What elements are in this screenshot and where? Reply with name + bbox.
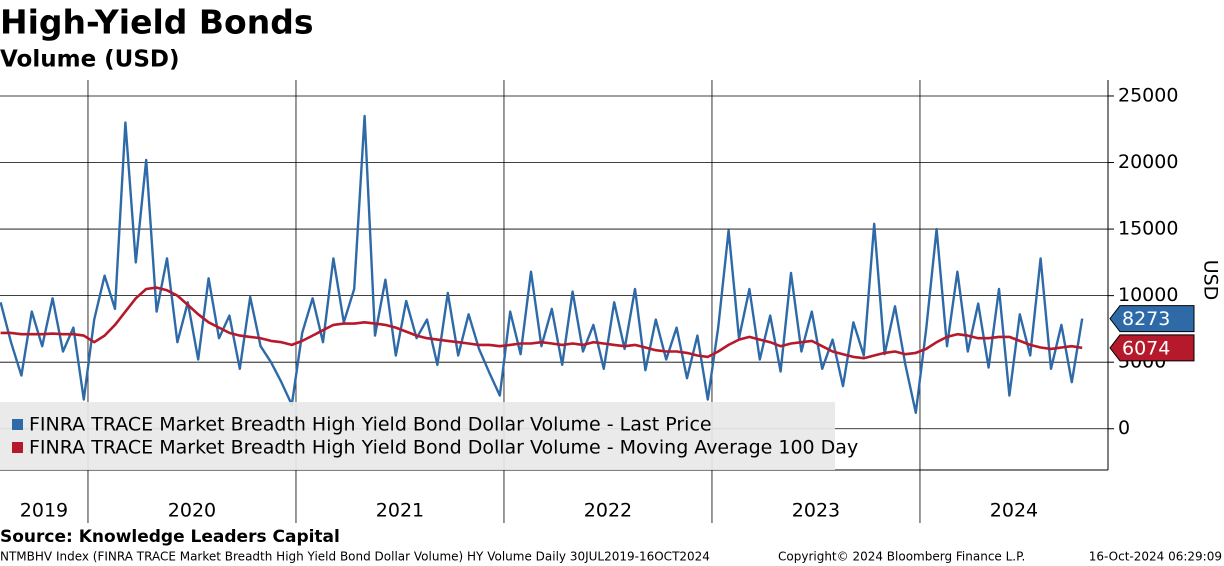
legend-swatch	[12, 442, 23, 453]
x-tick-label: 2024	[990, 500, 1038, 522]
y-tick-label: 0	[1118, 417, 1130, 439]
legend-label: FINRA TRACE Market Breadth High Yield Bo…	[29, 437, 858, 459]
x-tick-label: 2023	[792, 500, 840, 522]
legend-swatch	[12, 419, 23, 430]
x-tick-label: 2020	[168, 500, 216, 522]
y-tick-label: 25000	[1118, 84, 1178, 106]
y-tick-label: 15000	[1118, 218, 1178, 240]
x-tick-label: 2021	[376, 500, 424, 522]
last-value-tag	[1109, 334, 1195, 362]
last-value-tag	[1109, 305, 1195, 333]
footer-center: Copyright© 2024 Bloomberg Finance L.P.	[778, 550, 1025, 564]
chart-title: High-Yield Bonds	[0, 3, 313, 42]
series-line	[0, 286, 1083, 360]
chart-subtitle: Volume (USD)	[0, 47, 180, 73]
footer-right: 16-Oct-2024 06:29:09	[1089, 550, 1222, 564]
x-tick-label: 2022	[584, 500, 632, 522]
y-axis-label: USD	[1200, 260, 1222, 301]
series-line	[0, 114, 1084, 414]
last-value-label: 8273	[1122, 308, 1170, 330]
y-tick-label: 10000	[1118, 284, 1178, 306]
y-tick-label: 20000	[1118, 151, 1178, 173]
x-tick-label: 2019	[20, 500, 68, 522]
source: Source: Knowledge Leaders Capital	[0, 527, 340, 547]
legend-box	[0, 402, 835, 470]
legend-label: FINRA TRACE Market Breadth High Yield Bo…	[29, 414, 712, 436]
footer-left: NTMBHV Index (FINRA TRACE Market Breadth…	[0, 550, 710, 564]
last-value-label: 6074	[1122, 337, 1170, 359]
